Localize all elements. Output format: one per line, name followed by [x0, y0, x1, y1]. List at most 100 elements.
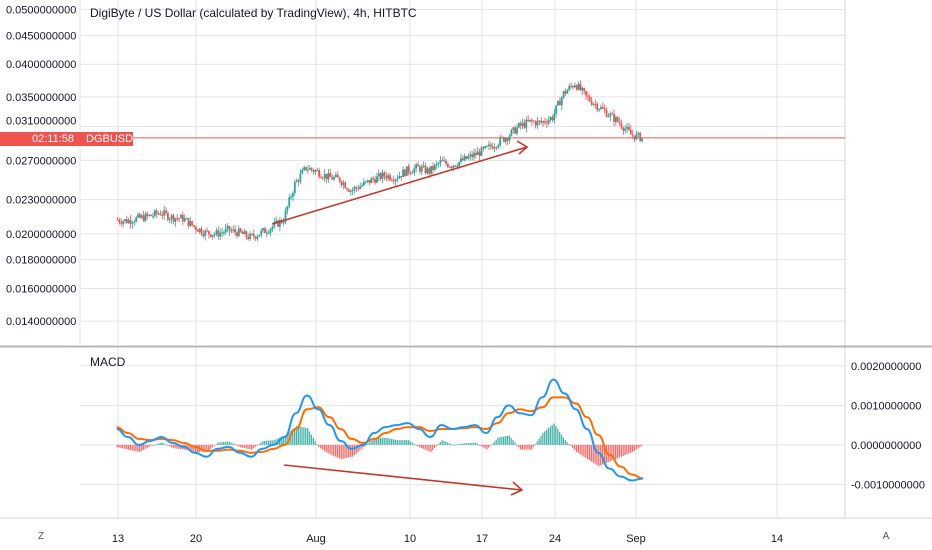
candle-body — [562, 91, 565, 98]
macd-histogram-bar — [573, 444, 576, 450]
candle-body — [148, 214, 151, 216]
candle-body — [357, 188, 360, 190]
macd-histogram-bar — [590, 444, 593, 462]
zoom-button[interactable]: Z — [37, 531, 45, 542]
macd-histogram-bar — [458, 444, 460, 445]
macd-histogram-bar — [400, 440, 402, 445]
macd-histogram-bar — [320, 444, 322, 449]
macd-histogram-bar — [626, 444, 628, 455]
macd-histogram-bar — [471, 442, 473, 445]
candle-body — [295, 180, 298, 183]
candle-body — [377, 173, 380, 177]
macd-histogram-bar — [297, 426, 299, 445]
macd-histogram-bar — [601, 444, 604, 465]
candle-body — [379, 173, 382, 179]
candle-body — [262, 228, 264, 231]
macd-histogram-bar — [603, 444, 606, 464]
macd-histogram-bar — [237, 444, 240, 447]
y-tick-label: 0.0180000000 — [6, 255, 76, 267]
candle-body — [419, 166, 421, 172]
candle-body — [545, 122, 548, 124]
candle-body — [200, 228, 203, 234]
macd-histogram-bar — [448, 443, 451, 445]
candle-body — [327, 173, 330, 180]
candle-body — [486, 146, 488, 148]
macd-histogram-bar — [344, 444, 346, 459]
candle-body — [213, 234, 216, 236]
macd-histogram-bar — [525, 444, 527, 450]
candle-body — [629, 129, 632, 135]
candle-body — [170, 215, 173, 219]
macd-histogram-bar — [538, 438, 540, 445]
candle-body — [508, 135, 511, 141]
candle-body — [125, 219, 128, 224]
macd-histogram-bar — [387, 438, 389, 445]
candle-body — [116, 219, 119, 221]
candle-body — [310, 168, 313, 170]
candle-body — [183, 218, 186, 222]
macd-histogram-bar — [488, 444, 490, 448]
macd-histogram-bar — [629, 444, 632, 453]
macd-histogram-bar — [484, 444, 486, 449]
macd-histogram-bar — [504, 436, 507, 445]
candle-body — [609, 113, 612, 117]
candle-body — [615, 117, 617, 122]
candle-body — [583, 88, 586, 92]
candle-body — [267, 232, 270, 234]
macd-histogram-bar — [116, 444, 118, 448]
candle-body — [325, 173, 328, 180]
macd-histogram-bar — [213, 444, 215, 446]
candle-body — [493, 147, 496, 149]
candle-body — [603, 108, 606, 111]
macd-histogram-bar — [148, 444, 150, 447]
macd-histogram-bar — [583, 444, 585, 457]
candle-body — [217, 230, 220, 237]
candle-body — [208, 230, 210, 235]
candle-body — [428, 168, 431, 174]
candle-body — [555, 105, 558, 114]
arrow-head — [516, 140, 529, 155]
candle-body — [501, 137, 503, 139]
macd-histogram-bar — [536, 441, 538, 445]
macd-histogram-bar — [514, 442, 516, 445]
macd-histogram-bar — [495, 439, 497, 445]
macd-histogram-bar — [478, 444, 481, 446]
macd-histogram-bar — [336, 444, 339, 458]
candle-body — [557, 101, 559, 106]
macd-histogram-bar — [191, 444, 193, 452]
macd-histogram-bar — [252, 444, 255, 449]
candle-body — [202, 233, 205, 236]
candle-body — [211, 235, 214, 237]
macd-histogram-bar — [413, 443, 415, 445]
macd-histogram-bar — [430, 444, 432, 452]
macd-histogram-bar — [572, 444, 574, 449]
macd-histogram-bar — [394, 439, 397, 445]
macd-histogram-bar — [531, 444, 533, 450]
candle-body — [323, 173, 326, 178]
trend-line — [271, 146, 528, 225]
candle-body — [153, 210, 156, 216]
macd-histogram-bar — [206, 444, 208, 452]
macd-histogram-bar — [609, 444, 611, 462]
candle-body — [195, 226, 197, 230]
candle-body — [600, 107, 602, 110]
macd-histogram-bar — [594, 444, 596, 464]
candle-body — [635, 133, 638, 140]
macd-histogram-bar — [544, 431, 546, 445]
candle-body — [353, 187, 356, 190]
macd-histogram-bar — [622, 444, 624, 456]
candle-body — [277, 220, 279, 227]
candle-body — [542, 121, 544, 123]
macd-histogram-bar — [409, 441, 411, 445]
macd-histogram-bar — [510, 437, 512, 445]
candle-body — [504, 138, 507, 142]
candle-body — [181, 214, 184, 222]
auto-scale-button[interactable]: A — [882, 531, 890, 542]
macd-histogram-bar — [415, 444, 417, 446]
candle-body — [592, 103, 595, 105]
candle-body — [239, 228, 242, 232]
macd-histogram-bar — [497, 437, 499, 445]
candle-body — [273, 222, 276, 227]
